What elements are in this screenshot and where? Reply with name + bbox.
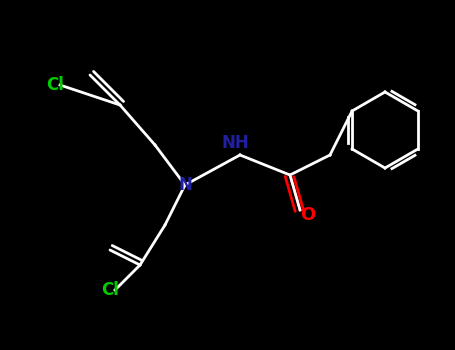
- Text: NH: NH: [221, 134, 249, 152]
- Text: O: O: [300, 206, 316, 224]
- Text: Cl: Cl: [101, 281, 119, 299]
- Text: N: N: [178, 176, 192, 194]
- Text: Cl: Cl: [46, 76, 64, 94]
